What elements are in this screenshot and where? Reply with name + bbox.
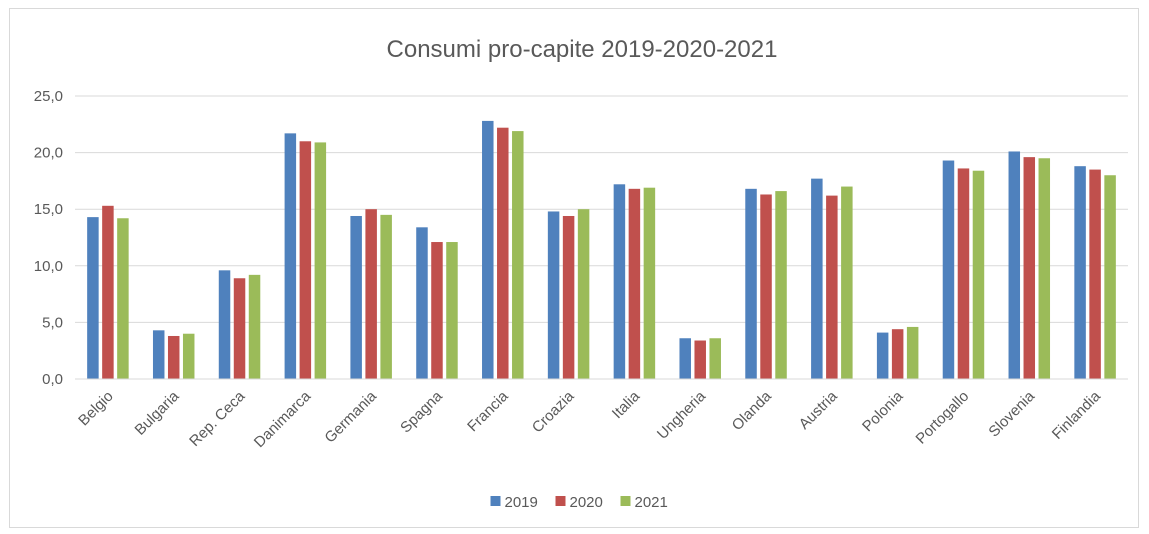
bar-2020 <box>167 335 180 379</box>
x-tick-label: Finlandia <box>1049 387 1105 443</box>
bar-2020 <box>431 242 443 379</box>
y-tick-label: 5,0 <box>42 314 63 331</box>
bar-2021 <box>577 209 590 379</box>
bar-2021 <box>446 242 458 379</box>
bar-2019 <box>613 184 626 379</box>
bar-2020 <box>957 168 970 379</box>
bar-2020 <box>891 329 904 379</box>
legend-swatch <box>620 496 631 506</box>
bar-2019 <box>416 227 428 379</box>
bar-2020 <box>299 141 312 379</box>
x-tick-label: Croazia <box>529 387 578 436</box>
bar-2019 <box>1074 166 1086 379</box>
x-tick-label: Francia <box>464 387 512 435</box>
bar-2019 <box>547 211 560 379</box>
bar-2021 <box>643 187 656 379</box>
bar-2021 <box>709 338 721 379</box>
x-tick-label: Spagna <box>397 387 446 436</box>
bar-2019 <box>482 120 494 380</box>
bar-2021 <box>972 170 985 379</box>
x-tick-label: Bulgaria <box>132 387 183 438</box>
bar-2021 <box>117 218 129 379</box>
bar-2020 <box>760 194 772 379</box>
legend-swatch <box>555 496 566 506</box>
bars <box>87 120 1116 380</box>
bar-2020 <box>233 278 246 379</box>
bar-2020 <box>1023 157 1036 379</box>
legend-label: 2021 <box>635 494 668 511</box>
y-tick-label: 20,0 <box>34 145 63 162</box>
y-tick-label: 0,0 <box>42 371 63 388</box>
x-tick-label: Italia <box>609 387 644 422</box>
x-tick-label: Germania <box>321 387 380 446</box>
bar-2021 <box>1104 175 1116 379</box>
x-tick-label: Austria <box>796 387 841 432</box>
x-tick-label: Rep. Ceca <box>186 387 249 450</box>
chart-title: Consumi pro-capite 2019-2020-2021 <box>387 36 778 63</box>
y-tick-label: 25,0 <box>34 88 63 105</box>
bar-2020 <box>497 127 509 379</box>
bar-2020 <box>628 188 641 379</box>
bar-2019 <box>87 217 99 379</box>
bar-2019 <box>218 270 231 379</box>
legend: 2019 2020 2021 <box>490 494 668 511</box>
x-tick-label: Polonia <box>859 387 907 435</box>
bar-2020 <box>102 205 114 379</box>
gridlines <box>75 95 1128 323</box>
bar-2021 <box>314 142 327 379</box>
x-axis-tick-labels: Belgio Bulgaria Rep. Ceca Danimarca Germania… <box>75 387 1104 451</box>
bar-2019 <box>679 338 691 379</box>
bar-2021 <box>1038 158 1051 379</box>
y-axis-tick-labels: 0,0 5,0 10,0 15,0 20,0 25,0 <box>34 88 63 388</box>
bar-2020 <box>826 195 838 379</box>
legend-label: 2020 <box>570 494 603 511</box>
x-tick-label: Belgio <box>75 388 117 430</box>
y-tick-label: 10,0 <box>34 258 63 275</box>
legend-swatch <box>490 496 501 506</box>
bar-2020 <box>694 340 706 379</box>
bar-2019 <box>876 332 889 379</box>
bar-2019 <box>284 133 297 379</box>
bar-2021 <box>775 191 787 379</box>
bar-2021 <box>841 186 853 379</box>
bar-2021 <box>248 274 261 379</box>
bar-2021 <box>906 326 919 379</box>
bar-2019 <box>745 188 757 379</box>
x-tick-label: Slovenia <box>985 387 1038 440</box>
bar-2019 <box>350 215 362 379</box>
legend-label: 2019 <box>505 494 538 511</box>
x-tick-label: Ungheria <box>654 387 710 443</box>
bar-2020 <box>365 209 377 379</box>
bar-2021 <box>182 333 195 379</box>
bar-2019 <box>1008 151 1021 379</box>
bar-2021 <box>512 131 524 379</box>
x-tick-label: Danimarca <box>251 387 315 451</box>
bar-2021 <box>380 214 392 379</box>
x-tick-label: Olanda <box>729 387 776 434</box>
bar-2019 <box>811 178 823 379</box>
y-tick-label: 15,0 <box>34 201 63 218</box>
bar-2019 <box>152 330 165 379</box>
x-tick-label: Portogallo <box>913 388 973 448</box>
bar-2019 <box>942 160 955 379</box>
bar-2020 <box>1089 169 1101 379</box>
bar-2020 <box>562 215 575 379</box>
